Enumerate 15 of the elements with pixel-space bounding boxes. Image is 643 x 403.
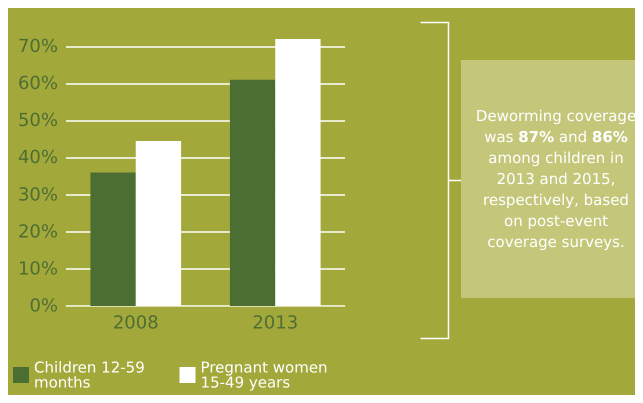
y-tick-label: 40%	[18, 147, 58, 168]
y-tick-label: 10%	[18, 258, 58, 280]
bar	[90, 172, 136, 306]
y-tick-label: 20%	[18, 221, 58, 242]
text: Deworming coverage was 87% and 86% among children in 2013 and 2015, respectively, based on post-event coverage surveys.	[476, 107, 636, 251]
legend-label: Children 12-59 months	[34, 358, 150, 392]
bar	[230, 80, 276, 306]
y-tick-label: 70%	[18, 36, 58, 57]
y-tick-label: 30%	[18, 184, 58, 206]
y-tick-label: 60%	[18, 73, 58, 94]
x-tick-label: 2008	[112, 312, 159, 334]
y-tick-label: 0%	[29, 296, 58, 316]
x-tick-label: 2013	[252, 312, 298, 334]
y-tick-label: 50%	[18, 110, 58, 132]
legend-label: Pregnant women 15-49 years	[200, 358, 332, 392]
